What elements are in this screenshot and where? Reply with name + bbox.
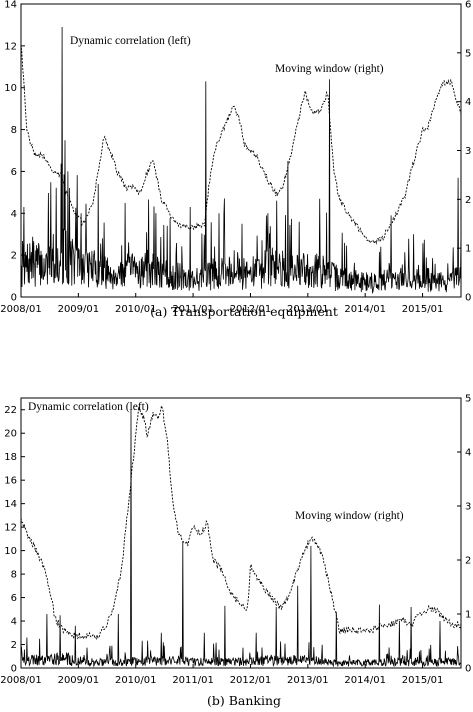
x-axis-tick-label: 2008/01 [0, 675, 42, 686]
left-axis-tick-label: 0 [11, 293, 17, 304]
left-axis-tick-label: 2 [11, 640, 17, 651]
annotation-moving-window: Moving window (right) [275, 63, 384, 75]
panel-caption: (a) Transportation equipment [150, 304, 338, 319]
left-axis-tick-label: 10 [4, 83, 17, 94]
left-axis-tick-label: 2 [11, 251, 17, 262]
x-axis-tick-label: 2011/01 [172, 304, 214, 315]
x-axis-tick-label: 2010/01 [115, 304, 157, 315]
moving-window-series-line [20, 405, 462, 641]
dynamic-correlation-series-line [20, 409, 462, 668]
left-axis-tick-label: 22 [4, 405, 17, 416]
dynamic-correlation-line [20, 26, 462, 295]
left-axis-tick-label: 14 [4, 0, 17, 11]
annotation-dynamic-correlation: Dynamic correlation (left) [28, 401, 149, 413]
x-axis-tick-label: 2011/01 [172, 675, 214, 686]
right-axis-tick-label: 1 [465, 610, 471, 621]
right-axis-tick-label: 6 [465, 0, 471, 11]
x-axis-tick-label: 2008/01 [0, 304, 42, 315]
left-axis-tick-label: 6 [11, 593, 17, 604]
x-axis-tick-label: 2015/01 [402, 304, 444, 315]
right-axis-tick-label: 3 [465, 146, 471, 157]
left-axis-tick-label: 6 [11, 167, 17, 178]
left-axis-tick-label: 16 [4, 476, 17, 487]
x-axis-tick-label: 2013/01 [287, 304, 329, 315]
x-axis-tick-label: 2014/01 [344, 304, 386, 315]
annotation-moving-window: Moving window (right) [295, 510, 404, 522]
right-axis-tick-label: 0 [465, 293, 471, 304]
left-axis-tick-label: 4 [11, 617, 17, 628]
right-axis-tick-label: 0 [465, 664, 471, 675]
moving-window-line [20, 44, 462, 245]
left-axis-tick-label: 4 [11, 209, 17, 220]
right-axis-tick-label: 4 [465, 97, 471, 108]
dynamic-correlation-series-line [20, 26, 462, 295]
x-axis-tick-label: 2009/01 [58, 304, 100, 315]
x-axis-tick-label: 2013/01 [287, 675, 329, 686]
left-axis-tick-label: 8 [11, 125, 17, 136]
x-axis-tick-label: 2009/01 [58, 675, 100, 686]
moving-window-series-line [20, 44, 462, 245]
right-axis-tick-label: 3 [465, 502, 471, 513]
x-axis-tick-label: 2010/01 [115, 675, 157, 686]
left-axis-tick-label: 12 [4, 41, 17, 52]
moving-window-line [20, 405, 462, 641]
right-axis-tick-label: 4 [465, 448, 471, 459]
x-axis-tick-label: 2014/01 [344, 675, 386, 686]
dynamic-correlation-line [20, 409, 462, 668]
left-axis-tick-label: 10 [4, 546, 17, 557]
right-axis-tick-label: 2 [465, 556, 471, 567]
left-axis-tick-label: 18 [4, 452, 17, 463]
left-axis-tick-label: 20 [4, 429, 17, 440]
right-axis-tick-label: 5 [465, 48, 471, 59]
x-axis-tick-label: 2012/01 [230, 304, 272, 315]
panel-caption: (b) Banking [207, 693, 281, 708]
right-axis-tick-label: 5 [465, 394, 471, 405]
left-axis-tick-label: 8 [11, 570, 17, 581]
left-axis-tick-label: 12 [4, 523, 17, 534]
left-axis-tick-label: 0 [11, 664, 17, 675]
annotation-dynamic-correlation: Dynamic correlation (left) [70, 35, 191, 47]
plot-frame [20, 397, 462, 669]
x-axis-tick-label: 2015/01 [402, 675, 444, 686]
x-axis-tick-label: 2012/01 [230, 675, 272, 686]
right-axis-tick-label: 1 [465, 244, 471, 255]
right-axis-tick-label: 2 [465, 195, 471, 206]
left-axis-tick-label: 14 [4, 499, 17, 510]
